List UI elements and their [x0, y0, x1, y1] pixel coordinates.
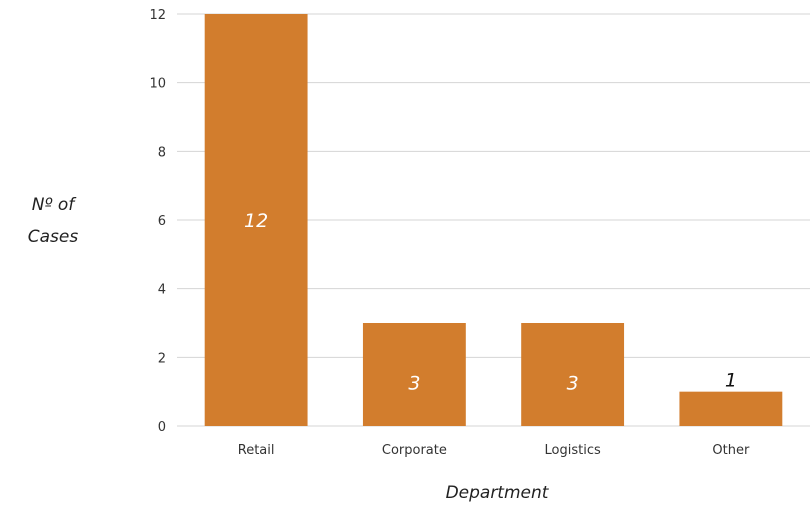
bars	[204, 14, 783, 426]
y-tick-label: 10	[149, 77, 166, 92]
y-tick-label: 6	[158, 214, 166, 229]
x-category-label-retail: Retail	[238, 443, 275, 458]
bar-logistics	[521, 323, 625, 426]
y-tick-label: 8	[158, 145, 166, 160]
x-axis-title: Department	[446, 483, 550, 503]
x-category-label-corporate: Corporate	[382, 443, 447, 458]
data-label-other: 1	[725, 370, 737, 392]
bar-other	[679, 391, 783, 426]
y-tick-label: 4	[158, 283, 166, 298]
bar-corporate	[362, 323, 466, 426]
y-tick-label: 0	[158, 420, 166, 435]
x-category-label-other: Other	[712, 443, 750, 458]
data-label-logistics: 3	[567, 373, 579, 395]
y-axis-ticks: 0 2 4 6 8 10 12	[149, 8, 166, 435]
data-label-retail: 12	[244, 210, 268, 232]
y-tick-label: 12	[149, 8, 166, 23]
x-category-label-logistics: Logistics	[545, 443, 601, 458]
data-labels: 12 3 3 1	[244, 210, 737, 395]
data-label-corporate: 3	[408, 373, 420, 395]
y-axis-title-line-1: Nº of	[32, 195, 78, 215]
x-axis-categories: Retail Corporate Logistics Other	[238, 443, 750, 458]
y-tick-label: 2	[158, 351, 166, 366]
y-axis-title-line-2: Cases	[28, 227, 79, 247]
bar-retail	[204, 14, 308, 426]
